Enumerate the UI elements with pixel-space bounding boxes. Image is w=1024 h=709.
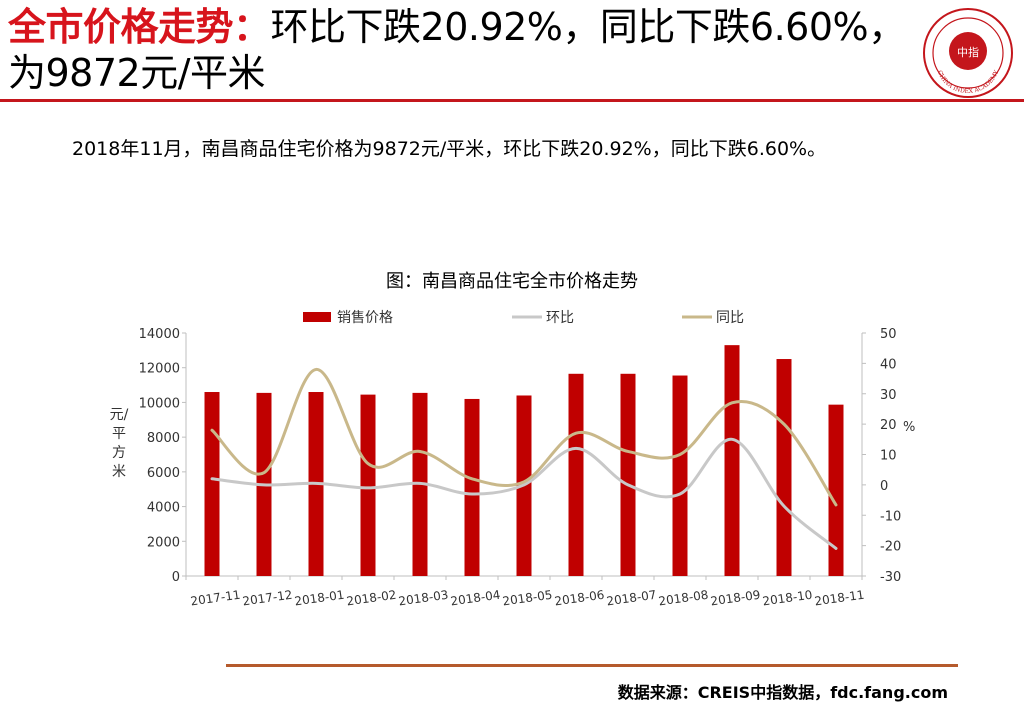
x-tick-label: 2018-03 [398, 588, 450, 609]
x-tick-label: 2018-11 [814, 588, 866, 609]
y-right-tick-label: 20 [880, 418, 897, 433]
x-tick-label: 2018-06 [554, 588, 606, 609]
mom-line [210, 437, 838, 550]
price-bar [568, 373, 584, 576]
y-left-tick-label: 12000 [139, 362, 180, 377]
price-bar [360, 394, 376, 576]
y-right-tick-label: 50 [880, 327, 897, 342]
y-right-tick-label: 30 [880, 388, 897, 403]
y-right-tick-label: 0 [880, 479, 888, 494]
yoy-line [210, 367, 838, 507]
x-tick-label: 2018-09 [710, 588, 762, 609]
x-tick-label: 2018-07 [606, 588, 658, 609]
legend-sales-price-label: 销售价格 [337, 310, 393, 326]
y-right-tick-label: -10 [880, 509, 901, 524]
page-title: 全市价格走势：环比下跌20.92%，同比下跌6.60%，为9872元/平米 [8, 4, 908, 96]
footer-divider [226, 664, 958, 667]
chart-title: 图：南昌商品住宅全市价格走势 [386, 271, 638, 292]
y-right-tick-label: 40 [880, 357, 897, 372]
title-rest: 环比下跌20.92%，同比下跌6.60%，为9872元/平米 [8, 5, 906, 95]
price-bar [464, 398, 480, 576]
y-right-tick-label: -20 [880, 540, 901, 555]
title-divider [0, 99, 1024, 102]
x-tick-label: 2017-11 [190, 588, 242, 609]
x-tick-label: 2018-08 [658, 588, 710, 609]
x-tick-label: 2018-01 [294, 588, 346, 609]
price-bar [620, 373, 636, 576]
china-index-academy-logo: 中指 CHINA INDEX ACADEMY [923, 8, 1013, 98]
y-left-tick-label: 4000 [147, 501, 180, 516]
x-tick-label: 2018-10 [762, 588, 814, 609]
y-left-tick-label: 0 [172, 570, 180, 585]
price-bar [672, 375, 688, 576]
price-bar [724, 345, 740, 576]
y-axis-right-title: % [903, 420, 916, 435]
x-tick-label: 2018-04 [450, 588, 502, 609]
logo-center-text: 中指 [957, 45, 979, 59]
y-axis-left-title: 元/平方米 [109, 407, 129, 480]
y-left-tick-label: 10000 [139, 396, 180, 411]
y-right-tick-label: 10 [880, 449, 897, 464]
title-lead: 全市价格走势： [8, 5, 271, 49]
price-bar [776, 359, 792, 576]
y-right-tick-label: -30 [880, 570, 901, 585]
y-left-tick-label: 8000 [147, 431, 180, 446]
x-tick-label: 2018-05 [502, 588, 554, 609]
legend-mom-label: 环比 [546, 310, 574, 326]
y-left-tick-label: 6000 [147, 466, 180, 481]
legend-sales-price-swatch [303, 312, 331, 322]
summary-text: 2018年11月，南昌商品住宅价格为9872元/平米，环比下跌20.92%，同比… [72, 138, 827, 160]
price-bar [204, 392, 220, 576]
legend-yoy-label: 同比 [716, 310, 744, 326]
data-source: 数据来源：CREIS中指数据，fdc.fang.com [617, 683, 948, 702]
price-bar [828, 404, 844, 576]
y-left-tick-label: 14000 [139, 327, 180, 342]
y-left-tick-label: 2000 [147, 535, 180, 550]
x-tick-label: 2018-02 [346, 588, 398, 609]
x-tick-label: 2017-12 [242, 588, 294, 609]
